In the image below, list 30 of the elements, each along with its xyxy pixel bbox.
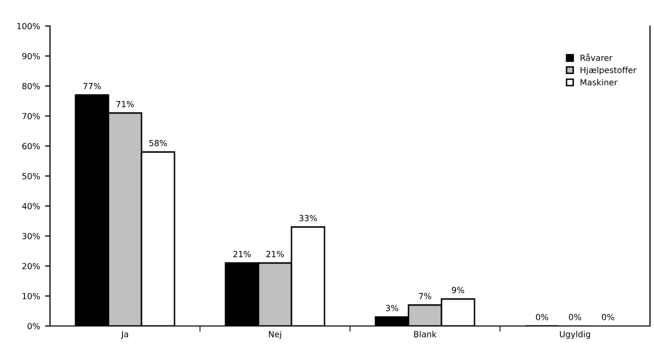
legend-label: Hjælpestoffer: [580, 66, 636, 75]
data-label: 9%: [452, 286, 464, 294]
y-tick-label: 80%: [22, 82, 40, 90]
data-label: 77%: [83, 82, 101, 90]
y-tick-label: 0%: [28, 322, 40, 330]
data-label: 21%: [233, 250, 251, 258]
y-tick-label: 50%: [22, 172, 40, 180]
x-tick-label: Nej: [268, 330, 282, 339]
x-tick-label: Ja: [120, 331, 128, 339]
y-tick-label: 60%: [22, 142, 40, 150]
data-label: 21%: [266, 250, 284, 258]
legend-label: Råvarer: [580, 54, 612, 61]
y-tick-label: 10%: [22, 292, 40, 300]
data-label: 0%: [568, 314, 582, 320]
y-tick-label: 70%: [22, 112, 40, 120]
x-tick-label: Blank: [414, 330, 437, 338]
legend-label: Maskiner: [580, 78, 618, 86]
data-label: 33%: [299, 214, 317, 222]
y-tick-label: 30%: [22, 232, 40, 240]
y-tick-label: 20%: [22, 262, 40, 270]
data-label: 7%: [419, 292, 432, 300]
y-tick-label: 90%: [22, 52, 40, 60]
data-label: 3%: [386, 304, 398, 312]
data-label: 71%: [116, 100, 134, 108]
x-tick-label: Ugyldig: [560, 330, 590, 339]
y-tick-label: 40%: [22, 202, 40, 210]
y-tick-label: 100%: [17, 22, 40, 30]
data-label: 0%: [602, 314, 614, 320]
data-label: 58%: [149, 140, 167, 146]
data-label: 0%: [536, 314, 548, 320]
